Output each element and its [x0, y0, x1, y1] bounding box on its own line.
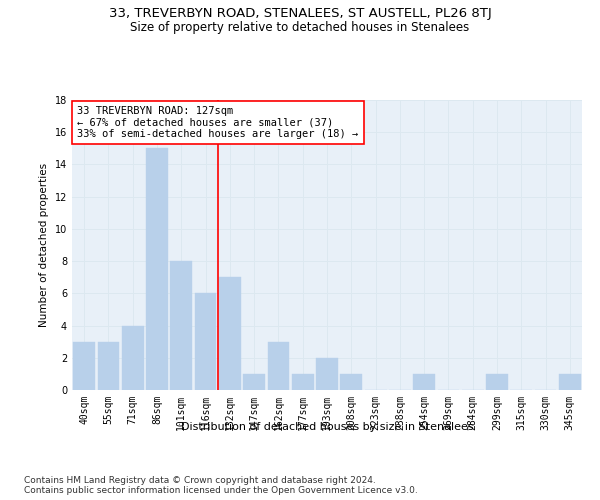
Bar: [219, 277, 241, 390]
Bar: [194, 294, 217, 390]
Bar: [122, 326, 143, 390]
Text: Size of property relative to detached houses in Stenalees: Size of property relative to detached ho…: [130, 21, 470, 34]
Bar: [486, 374, 508, 390]
Text: Contains HM Land Registry data © Crown copyright and database right 2024.
Contai: Contains HM Land Registry data © Crown c…: [24, 476, 418, 495]
Bar: [559, 374, 581, 390]
Y-axis label: Number of detached properties: Number of detached properties: [39, 163, 49, 327]
Bar: [73, 342, 95, 390]
Bar: [292, 374, 314, 390]
Bar: [97, 342, 119, 390]
Bar: [243, 374, 265, 390]
Bar: [170, 261, 192, 390]
Bar: [146, 148, 168, 390]
Bar: [340, 374, 362, 390]
Bar: [413, 374, 435, 390]
Bar: [316, 358, 338, 390]
Text: Distribution of detached houses by size in Stenalees: Distribution of detached houses by size …: [181, 422, 473, 432]
Bar: [268, 342, 289, 390]
Text: 33, TREVERBYN ROAD, STENALEES, ST AUSTELL, PL26 8TJ: 33, TREVERBYN ROAD, STENALEES, ST AUSTEL…: [109, 8, 491, 20]
Text: 33 TREVERBYN ROAD: 127sqm
← 67% of detached houses are smaller (37)
33% of semi-: 33 TREVERBYN ROAD: 127sqm ← 67% of detac…: [77, 106, 358, 139]
